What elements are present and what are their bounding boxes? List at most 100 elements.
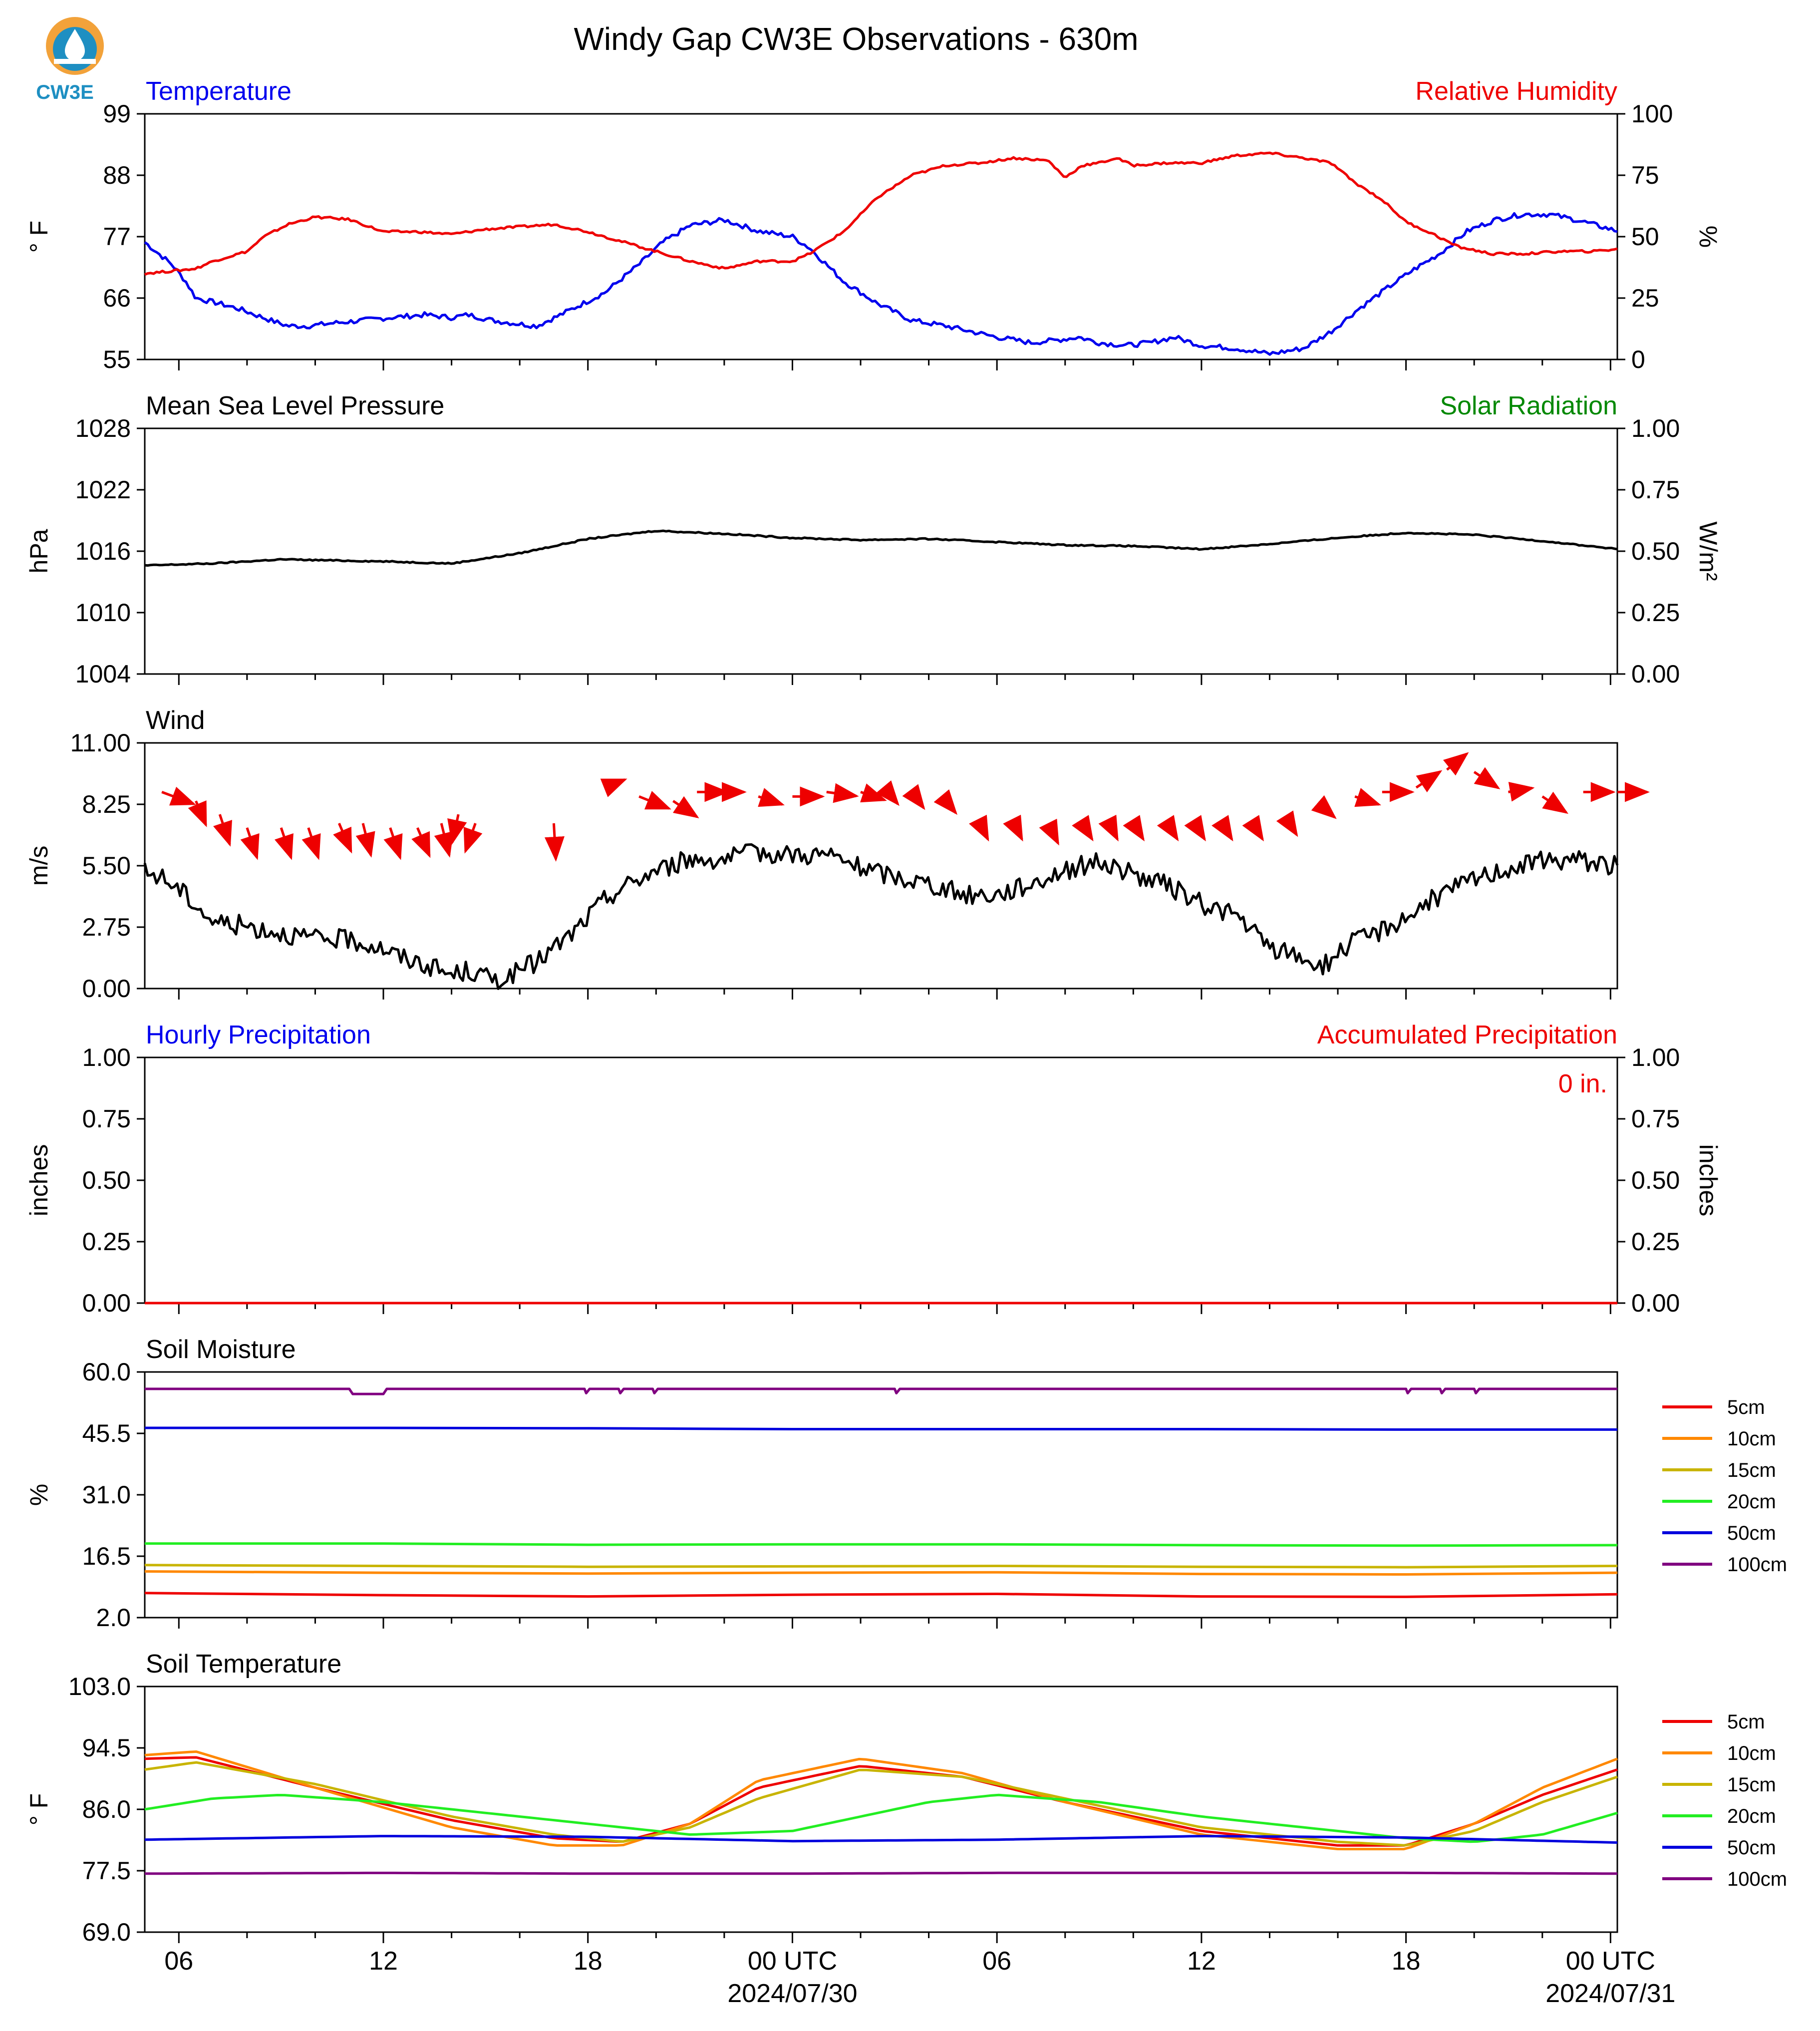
- y-right-tick-label: 50: [1631, 223, 1659, 251]
- y-tick-label: 2.75: [82, 913, 131, 941]
- panel-pressure: 1004 1010 1016 1022 1028 0.00 0.25 0.50 0.75 1.00…: [25, 391, 1722, 688]
- series-line: [143, 843, 1619, 990]
- y-tick-label: 1016: [75, 537, 131, 565]
- legend-label: 50cm: [1727, 1837, 1776, 1859]
- logo-text: CW3E: [36, 81, 94, 103]
- y-tick-label: 1028: [75, 414, 131, 442]
- series-line: [145, 1542, 1618, 1547]
- wind-arrow: [355, 823, 375, 858]
- y-tick-label: 94.5: [82, 1734, 131, 1762]
- legend-label: 100cm: [1727, 1554, 1787, 1576]
- wind-arrow: [1098, 814, 1119, 842]
- wind-arrow: [1157, 815, 1179, 842]
- plot-frame: [144, 427, 1618, 675]
- series-line: [145, 1426, 1617, 1431]
- y-tick-label: 88: [103, 161, 131, 189]
- wind-arrow: [1443, 752, 1469, 776]
- wind-arrow: [1311, 795, 1337, 819]
- y-tick-label: 1010: [75, 599, 131, 627]
- y-tick-label: 69.0: [82, 1918, 131, 1946]
- series-line: [145, 1387, 1617, 1395]
- panel-title-right: Relative Humidity: [1415, 77, 1617, 106]
- x-tick-label: 12: [1187, 1947, 1216, 1976]
- wind-arrow: [758, 788, 785, 807]
- wind-arrow: [1072, 815, 1094, 842]
- wind-arrow: [860, 783, 887, 803]
- y-right-tick-label: 0.50: [1631, 537, 1680, 565]
- wind-arrow: [302, 827, 321, 860]
- y-tick-label: 2.0: [96, 1604, 131, 1632]
- y-right-tick-label: 0.50: [1631, 1166, 1680, 1194]
- legend-label: 5cm: [1727, 1396, 1765, 1418]
- wind-arrow: [1003, 814, 1023, 842]
- wind-arrow: [333, 823, 352, 854]
- y-axis-label: m/s: [25, 846, 53, 886]
- y-right-tick-label: 0.25: [1631, 599, 1680, 627]
- wind-arrow: [383, 827, 403, 860]
- x-tick-label: 06: [164, 1947, 193, 1976]
- logo-wave: [54, 59, 96, 64]
- legend-label: 20cm: [1727, 1491, 1776, 1513]
- wind-arrow: [672, 796, 699, 819]
- wind-arrow: [638, 791, 671, 810]
- y-tick-label: 77.5: [82, 1857, 131, 1885]
- y-right-tick-label: 0.75: [1631, 476, 1680, 504]
- x-tick-date: 2024/07/31: [1545, 1979, 1675, 2008]
- panel-title: Wind: [146, 706, 205, 735]
- y-axis-label: ° F: [25, 221, 53, 253]
- y-right-tick-label: 1.00: [1631, 1043, 1680, 1071]
- wind-arrow: [411, 827, 431, 858]
- series-line: [144, 1750, 1618, 1851]
- y-tick-label: 99: [103, 100, 131, 128]
- y-tick-label: 0.00: [82, 1289, 131, 1317]
- panel-wind: 0.00 2.75 5.50 8.25 11.00 m/s Wind: [25, 706, 1650, 1003]
- y-right-tick-label: 25: [1631, 284, 1659, 312]
- x-tick-date: 2024/07/30: [727, 1979, 857, 2008]
- y-right-tick-label: 75: [1631, 161, 1659, 189]
- y-right-tick-label: 0: [1631, 345, 1645, 373]
- panel-title: Soil Temperature: [146, 1650, 341, 1679]
- y-tick-label: 1004: [75, 660, 131, 688]
- y-right-tick-label: 0.25: [1631, 1228, 1680, 1256]
- legend-label: 20cm: [1727, 1805, 1776, 1827]
- legend-label: 50cm: [1727, 1522, 1776, 1544]
- plot-frame: [144, 1371, 1618, 1619]
- wind-arrow: [933, 789, 957, 815]
- wind-arrow: [1242, 815, 1264, 842]
- wind-arrow: [463, 823, 483, 854]
- panel-temperature: 55 66 77 88 99 0 25 50 75 100 ° F % Temperature Relat…: [25, 77, 1722, 373]
- y-right-tick-label: 1.00: [1631, 414, 1680, 442]
- series-line: [144, 1592, 1618, 1598]
- wind-arrow: [447, 814, 467, 845]
- accumulated-value: 0 in.: [1558, 1069, 1607, 1098]
- wind-arrow: [1541, 791, 1568, 814]
- plot-frame: [144, 1686, 1618, 1933]
- figure-title: Windy Gap CW3E Observations - 630m: [574, 21, 1138, 57]
- series-line: [144, 1871, 1618, 1875]
- legend-label: 15cm: [1727, 1459, 1776, 1481]
- series-line: [144, 1761, 1618, 1847]
- panel-soil-moisture: 2.0 16.5 31.0 45.5 60.0% Soil Moisture 5cm 10cm…: [25, 1335, 1787, 1632]
- y-tick-label: 86.0: [82, 1795, 131, 1823]
- panel-soil-temperature: 69.0 77.5 86.0 94.5 103.0 ° F Soil Temperature…: [25, 1650, 1787, 1946]
- y-right-tick-label: 0.00: [1631, 660, 1680, 688]
- y-right-tick-label: 0.75: [1631, 1105, 1680, 1133]
- y-tick-label: 1.00: [82, 1043, 131, 1071]
- drop-icon: [65, 29, 85, 61]
- y-tick-label: 8.25: [82, 790, 131, 818]
- legend-label: 5cm: [1727, 1711, 1765, 1733]
- wind-arrow: [434, 823, 454, 858]
- y-right-axis-label: inches: [1694, 1144, 1722, 1217]
- x-tick-label: 06: [982, 1947, 1011, 1976]
- legend-label: 15cm: [1727, 1774, 1776, 1796]
- panel-title: Hourly Precipitation: [146, 1020, 371, 1049]
- wind-arrow: [600, 778, 627, 797]
- series-line: [144, 529, 1618, 567]
- x-tick-label: 12: [369, 1947, 398, 1976]
- panel-title-right: Accumulated Precipitation: [1317, 1020, 1617, 1049]
- wind-arrow: [969, 814, 989, 842]
- wind-arrow: [902, 784, 925, 810]
- wind-arrow: [1508, 782, 1535, 802]
